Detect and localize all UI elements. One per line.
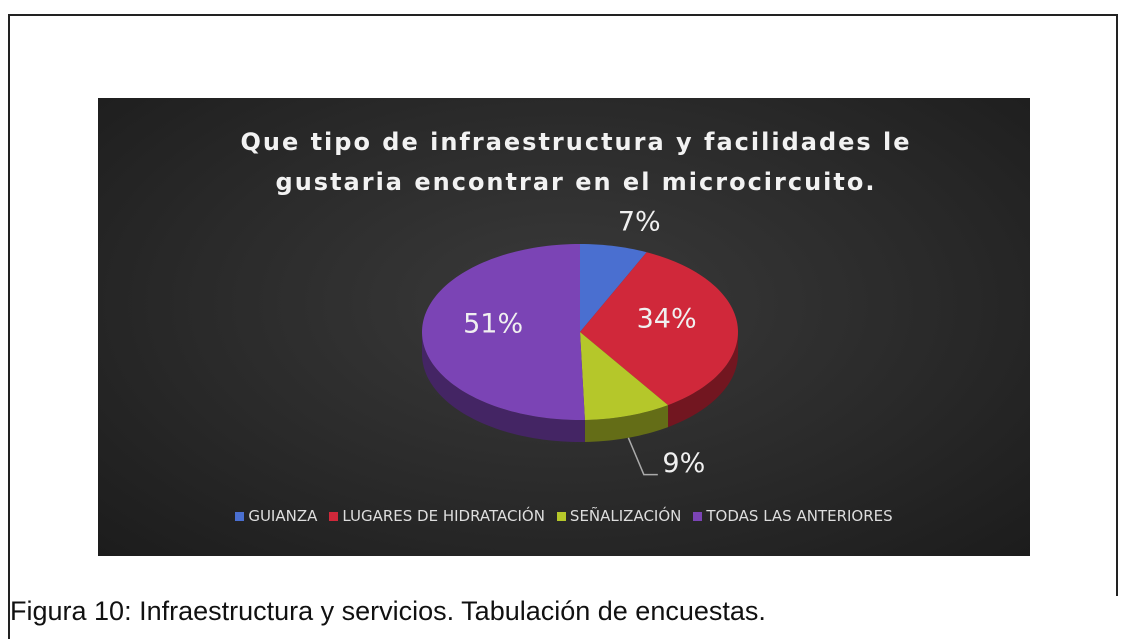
legend-label: LUGARES DE HIDRATACIÓN — [342, 507, 545, 525]
frame-edge — [8, 590, 10, 639]
chart-title: Que tipo de infraestructura y facilidade… — [240, 128, 912, 196]
slice — [422, 244, 585, 420]
data-label: 34% — [637, 304, 697, 335]
legend-label: GUIANZA — [248, 507, 318, 525]
slice-side — [422, 332, 585, 442]
data-label: 7% — [618, 207, 661, 238]
legend-item: LUGARES DE HIDRATACIÓN — [329, 507, 545, 525]
caption: Figura 10: Infraestructura y servicios. … — [10, 596, 766, 626]
slice — [580, 244, 647, 332]
legend-swatch — [556, 511, 566, 521]
slice — [580, 252, 738, 406]
data-label: 51% — [463, 308, 523, 339]
slice-side — [584, 405, 669, 442]
legend-swatch — [329, 511, 339, 521]
leader-line — [627, 437, 658, 476]
legend-item: TODAS LAS ANTERIORES — [693, 507, 893, 525]
slice-side — [668, 332, 738, 428]
legend-label: SEÑALIZACIÓN — [569, 507, 682, 525]
legend-item: GUIANZA — [235, 507, 317, 525]
legend-swatch — [693, 511, 703, 521]
legend-item: SEÑALIZACIÓN — [556, 507, 682, 525]
data-label: 9% — [662, 448, 705, 479]
legend: GUIANZA LUGARES DE HIDRATACIÓN SEÑALIZACIÓ… — [98, 507, 1030, 525]
legend-swatch — [235, 511, 245, 521]
frame — [8, 14, 1118, 596]
slice — [580, 332, 669, 420]
legend-label: TODAS LAS ANTERIORES — [706, 507, 893, 525]
